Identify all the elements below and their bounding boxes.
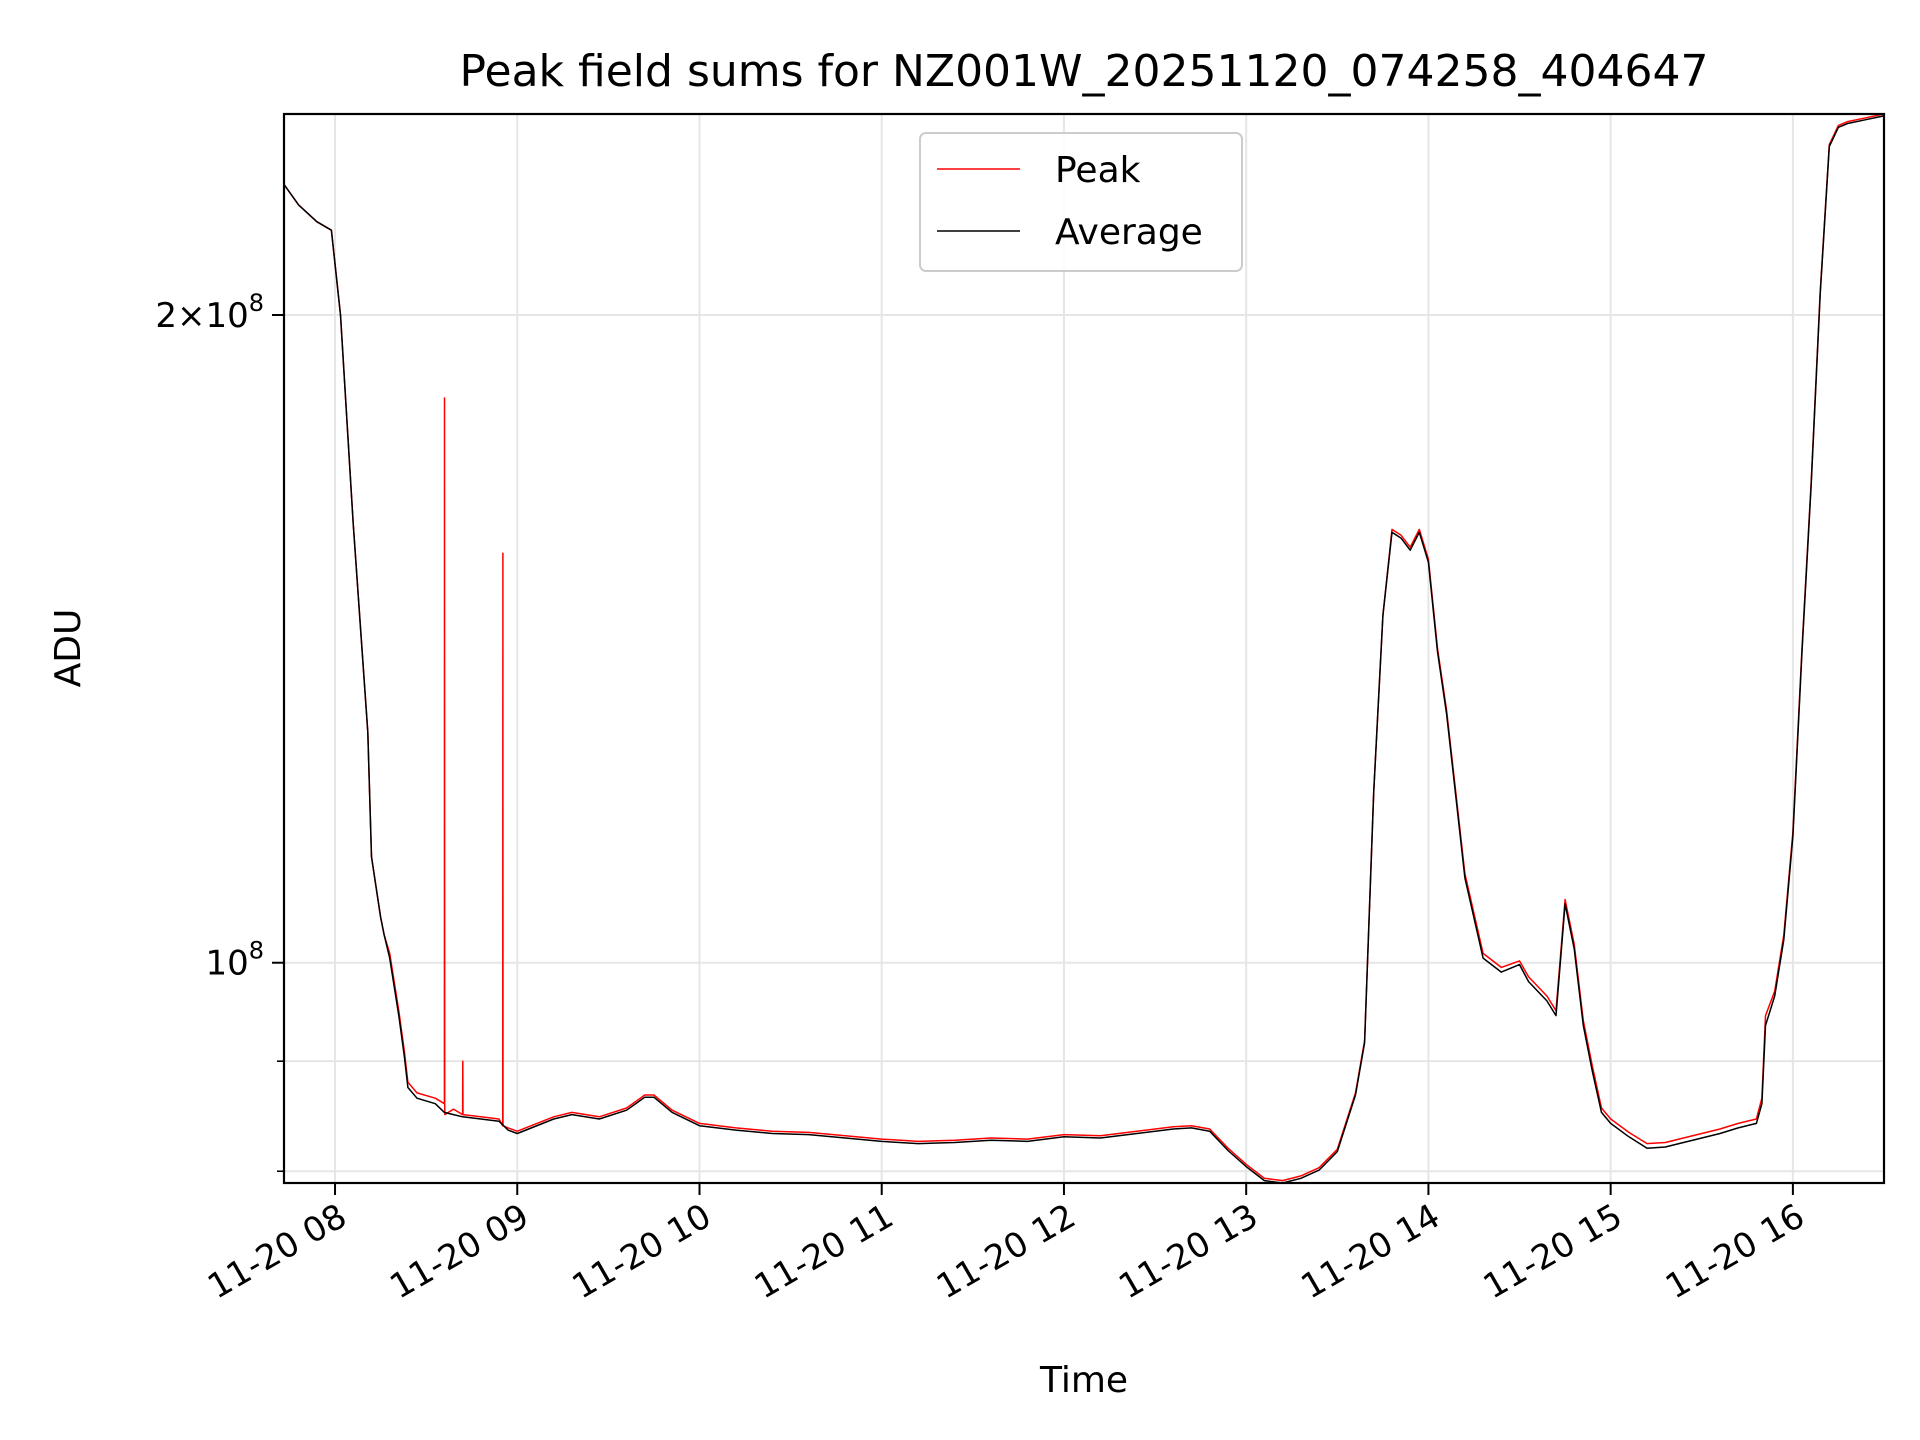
legend: Peak Average (919, 132, 1243, 272)
series-line-peak (283, 113, 1885, 1182)
y-tick-times: × (177, 296, 206, 336)
y-tick-label: 2×108 (155, 289, 264, 336)
plot-frame (282, 112, 1886, 1185)
legend-label-peak: Peak (1055, 150, 1141, 191)
legend-label-average: Average (1055, 212, 1203, 253)
y-tick-label: 108 (205, 937, 264, 984)
y-tick-exponent: 8 (249, 289, 264, 317)
grid (284, 114, 1884, 1183)
y-tick-mantissa: 2 (155, 296, 177, 336)
axis-ticks (272, 314, 1794, 1195)
legend-box (919, 132, 1243, 272)
y-tick-exponent: 8 (249, 937, 264, 965)
x-axis-label: Time (1039, 1360, 1128, 1401)
y-axis-label: ADU (48, 609, 89, 688)
y-tick-base: 10 (205, 296, 248, 336)
y-tick-base: 10 (205, 944, 248, 984)
chart-title: Peak field sums for NZ001W_20251120_0742… (460, 46, 1709, 97)
